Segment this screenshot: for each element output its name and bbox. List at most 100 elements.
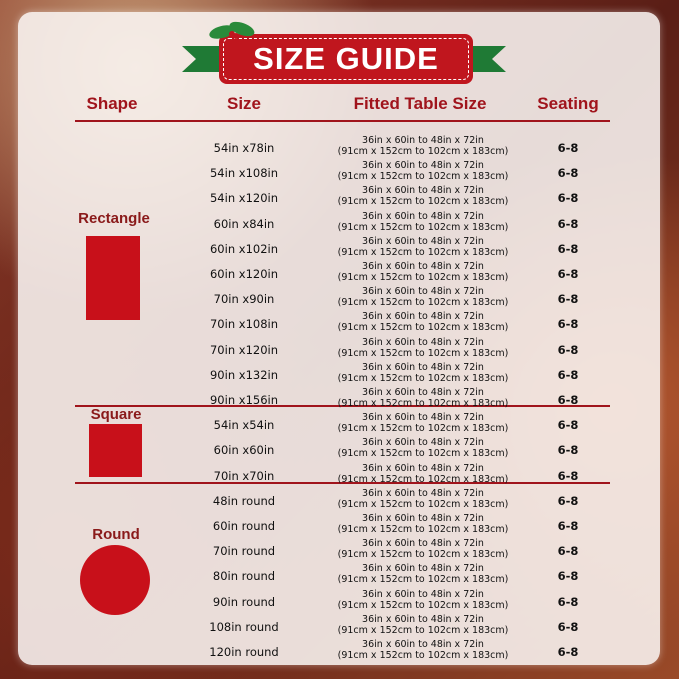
fitted-size-cm: (91cm x 152cm to 102cm x 183cm): [337, 574, 509, 586]
table-row: 54in x54in 36in x 60in to 48in x 72in (91…: [0, 412, 679, 439]
fitted-size-cm: (91cm x 152cm to 102cm x 183cm): [337, 624, 509, 636]
fitted-table-size: 36in x 60in to 48in x 72in (91cm x 152cm …: [338, 488, 509, 510]
fitted-size-cm: (91cm x 152cm to 102cm x 183cm): [337, 524, 509, 535]
fitted-size-inches: 36in x 60in to 48in x 72in: [362, 487, 484, 499]
group-label-rectangle: Rectangle: [78, 210, 150, 227]
fitted-size-inches: 36in x 60in to 48in x 72in: [362, 462, 484, 474]
tablecloth-size: 70in round: [212, 544, 276, 559]
fitted-size-inches: 36in x 60in to 48in x 72in: [362, 437, 484, 449]
fitted-size-inches: 36in x 60in to 48in x 72in: [362, 135, 484, 146]
fitted-size-inches: 36in x 60in to 48in x 72in: [362, 361, 484, 373]
fitted-size-cm: (91cm x 152cm to 102cm x 183cm): [337, 423, 509, 435]
fitted-table-size: 36in x 60in to 48in x 72in (91cm x 152cm …: [338, 387, 509, 409]
fitted-size-cm: (91cm x 152cm to 102cm x 183cm): [337, 398, 509, 409]
header-seating: Seating: [537, 94, 599, 113]
fitted-table-size: 36in x 60in to 48in x 72in (91cm x 152cm …: [338, 211, 509, 233]
fitted-table-size: 36in x 60in to 48in x 72in (91cm x 152cm …: [338, 261, 509, 283]
fitted-size-cm: (91cm x 152cm to 102cm x 183cm): [337, 347, 509, 359]
fitted-table-size: 36in x 60in to 48in x 72in (91cm x 152cm …: [338, 362, 509, 384]
seating: 6-8: [557, 292, 579, 307]
table-row: 60in x102in 36in x 60in to 48in x 72in (9…: [0, 236, 679, 263]
seating: 6-8: [557, 393, 579, 407]
seating: 6-8: [557, 166, 579, 181]
tablecloth-size: 54in x108in: [209, 166, 279, 181]
fitted-size-cm: (91cm x 152cm to 102cm x 183cm): [337, 549, 509, 561]
table-row: 70in x108in 36in x 60in to 48in x 72in (9…: [0, 311, 679, 338]
fitted-size-inches: 36in x 60in to 48in x 72in: [362, 286, 484, 298]
fitted-size-cm: (91cm x 152cm to 102cm x 183cm): [337, 473, 509, 485]
header-size: Size: [226, 94, 262, 113]
seating: 6-8: [557, 544, 579, 559]
table-row: 60in x60in 36in x 60in to 48in x 72in (91…: [0, 437, 679, 464]
table-row: 120in round 36in x 60in to 48in x 72in (9…: [0, 639, 679, 666]
tablecloth-size: 90in x132in: [209, 367, 279, 382]
table-row: 90in x156in 36in x 60in to 48in x 72in (9…: [0, 387, 679, 414]
fitted-table-size: 36in x 60in to 48in x 72in (91cm x 152cm …: [338, 463, 509, 485]
seating: 6-8: [557, 267, 579, 281]
tablecloth-size: 60in x60in: [213, 443, 275, 458]
table-row: 70in x70in 36in x 60in to 48in x 72in (91…: [0, 463, 679, 490]
tablecloth-size: 120in round: [209, 645, 279, 659]
fitted-table-size: 36in x 60in to 48in x 72in (91cm x 152cm …: [338, 589, 509, 611]
seating: 6-8: [557, 468, 579, 483]
seating: 6-8: [557, 443, 579, 458]
tablecloth-size: 54in x120in: [209, 191, 279, 206]
tablecloth-size: 60in x102in: [209, 241, 279, 256]
tablecloth-size: 60in x84in: [213, 216, 275, 231]
table-row: 70in round 36in x 60in to 48in x 72in (91…: [0, 538, 679, 565]
fitted-table-size: 36in x 60in to 48in x 72in (91cm x 152cm …: [338, 412, 509, 434]
tablecloth-size: 80in round: [212, 569, 276, 584]
table-row: 54in x108in 36in x 60in to 48in x 72in (9…: [0, 160, 679, 187]
seating: 6-8: [557, 569, 579, 584]
tablecloth-size: 48in round: [212, 493, 276, 508]
seating: 6-8: [557, 367, 579, 382]
fitted-table-size: 36in x 60in to 48in x 72in (91cm x 152cm …: [338, 135, 509, 157]
fitted-table-size: 36in x 60in to 48in x 72in (91cm x 152cm …: [338, 185, 509, 207]
table-row: 48in round 36in x 60in to 48in x 72in (91…: [0, 488, 679, 515]
fitted-size-cm: (91cm x 152cm to 102cm x 183cm): [337, 171, 509, 183]
table-row: 60in x120in 36in x 60in to 48in x 72in (9…: [0, 261, 679, 288]
fitted-size-inches: 36in x 60in to 48in x 72in: [362, 185, 484, 197]
seating: 6-8: [557, 317, 579, 332]
fitted-size-cm: (91cm x 152cm to 102cm x 183cm): [337, 498, 509, 510]
tablecloth-size: 90in round: [212, 594, 276, 609]
holly-icon: [209, 21, 255, 39]
fitted-size-cm: (91cm x 152cm to 102cm x 183cm): [337, 272, 509, 283]
table-row: 80in round 36in x 60in to 48in x 72in (91…: [0, 563, 679, 590]
seating: 6-8: [557, 418, 579, 433]
tablecloth-size: 70in x70in: [213, 468, 275, 483]
table-row: 54in x120in 36in x 60in to 48in x 72in (9…: [0, 185, 679, 212]
tablecloth-size: 54in x54in: [213, 418, 275, 433]
table-row: 90in x132in 36in x 60in to 48in x 72in (9…: [0, 362, 679, 389]
fitted-size-inches: 36in x 60in to 48in x 72in: [362, 160, 484, 172]
fitted-table-size: 36in x 60in to 48in x 72in (91cm x 152cm …: [338, 639, 509, 661]
table-row: 70in x120in 36in x 60in to 48in x 72in (9…: [0, 337, 679, 364]
fitted-size-inches: 36in x 60in to 48in x 72in: [362, 563, 484, 575]
fitted-size-cm: (91cm x 152cm to 102cm x 183cm): [337, 221, 509, 233]
fitted-table-size: 36in x 60in to 48in x 72in (91cm x 152cm …: [338, 538, 509, 560]
fitted-size-cm: (91cm x 152cm to 102cm x 183cm): [337, 146, 509, 157]
fitted-table-size: 36in x 60in to 48in x 72in (91cm x 152cm …: [338, 614, 509, 636]
fitted-table-size: 36in x 60in to 48in x 72in (91cm x 152cm …: [338, 286, 509, 308]
fitted-table-size: 36in x 60in to 48in x 72in (91cm x 152cm …: [338, 513, 509, 535]
seating: 6-8: [557, 519, 579, 533]
tablecloth-size: 70in x108in: [209, 317, 279, 332]
seating: 6-8: [557, 342, 579, 357]
table-row: 70in x90in 36in x 60in to 48in x 72in (91…: [0, 286, 679, 313]
tablecloth-size: 60in round: [212, 519, 276, 533]
fitted-size-inches: 36in x 60in to 48in x 72in: [362, 311, 484, 323]
group-label-square: Square: [90, 406, 142, 423]
title-badge: SIZE GUIDE: [219, 34, 473, 84]
seating: 6-8: [557, 141, 579, 155]
fitted-table-size: 36in x 60in to 48in x 72in (91cm x 152cm …: [338, 437, 509, 459]
seating: 6-8: [557, 216, 579, 231]
tablecloth-size: 70in x120in: [209, 342, 279, 357]
tablecloth-size: 60in x120in: [209, 267, 279, 281]
seating: 6-8: [557, 191, 579, 206]
fitted-size-cm: (91cm x 152cm to 102cm x 183cm): [337, 448, 509, 460]
fitted-size-cm: (91cm x 152cm to 102cm x 183cm): [337, 650, 509, 661]
fitted-size-cm: (91cm x 152cm to 102cm x 183cm): [337, 196, 509, 208]
tablecloth-size: 108in round: [209, 619, 279, 634]
fitted-size-inches: 36in x 60in to 48in x 72in: [362, 412, 484, 424]
square-shape-icon: [89, 424, 142, 477]
